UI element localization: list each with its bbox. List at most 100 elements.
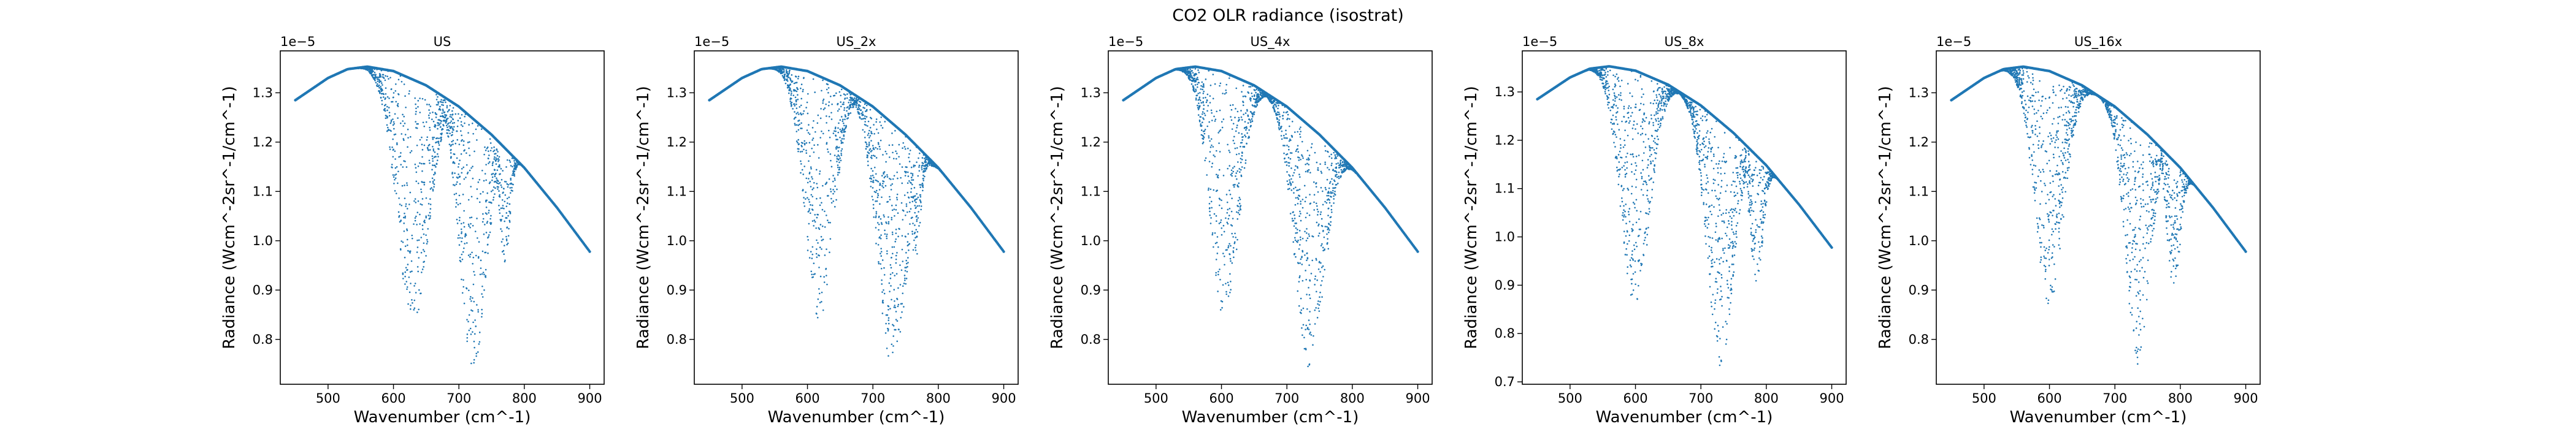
data-point [434, 172, 436, 175]
data-point [493, 196, 495, 199]
data-point [439, 101, 442, 103]
data-point [886, 201, 888, 203]
data-point [408, 90, 410, 92]
data-point [896, 193, 899, 196]
data-point [794, 116, 796, 119]
data-point [921, 185, 924, 187]
data-point [407, 264, 409, 265]
data-point [920, 205, 922, 207]
data-point [401, 204, 403, 207]
data-point [883, 186, 884, 189]
data-point [461, 114, 463, 116]
data-point [786, 80, 789, 82]
x-tick-label: 600 [381, 391, 405, 406]
data-point [908, 156, 910, 159]
data-point [470, 186, 472, 188]
data-point [468, 124, 470, 126]
data-point [475, 352, 478, 355]
y-scale-offset-label: 1e−5 [280, 34, 315, 49]
data-point [495, 172, 497, 175]
data-point [472, 297, 473, 299]
data-point [896, 340, 899, 343]
data-point [807, 112, 809, 115]
data-point [485, 199, 487, 202]
data-point [516, 164, 519, 166]
data-point [911, 233, 914, 235]
data-point [394, 174, 396, 176]
data-point [376, 85, 378, 87]
data-point [458, 244, 461, 246]
data-point [472, 165, 473, 168]
data-point [415, 215, 417, 218]
data-point [810, 270, 813, 273]
data-point [388, 78, 389, 80]
data-point [401, 240, 402, 242]
data-point [904, 277, 906, 279]
data-point [508, 196, 510, 199]
data-point [865, 143, 868, 145]
data-point [415, 107, 417, 110]
data-point [409, 252, 411, 254]
data-point [788, 70, 791, 72]
data-point [799, 106, 801, 108]
data-point [816, 239, 818, 241]
data-point [894, 214, 895, 217]
y-tick-label: 1.2 [253, 135, 273, 150]
data-point [502, 205, 504, 207]
data-point [502, 170, 504, 172]
data-point [818, 292, 821, 295]
data-point [816, 183, 818, 184]
data-point [808, 124, 810, 126]
data-point [388, 97, 390, 99]
data-point [786, 78, 788, 81]
data-point [841, 103, 844, 105]
data-point [858, 104, 861, 107]
data-point [442, 104, 444, 106]
data-point [481, 221, 484, 223]
data-point [437, 104, 439, 106]
data-point [828, 115, 830, 118]
data-point [496, 186, 499, 188]
data-point [394, 178, 396, 181]
data-point [803, 110, 805, 112]
data-point [801, 169, 803, 171]
data-point [425, 234, 427, 236]
data-point [881, 127, 884, 129]
data-point [818, 157, 820, 159]
data-point [378, 74, 381, 77]
data-point [483, 153, 485, 156]
data-point [880, 139, 882, 142]
data-point [902, 209, 904, 211]
data-point [874, 155, 876, 158]
data-point [470, 196, 473, 198]
data-point [494, 187, 496, 189]
data-point [403, 160, 405, 162]
data-point [905, 205, 908, 207]
x-tick-label: 500 [316, 391, 340, 406]
data-point [813, 187, 815, 189]
data-point [484, 146, 486, 148]
data-point [485, 200, 487, 203]
data-point [405, 203, 407, 205]
data-point [440, 137, 442, 140]
data-point [390, 88, 393, 90]
data-point [442, 120, 445, 122]
data-point [480, 267, 482, 269]
data-point [428, 104, 431, 105]
data-point [417, 200, 420, 202]
data-point [828, 178, 830, 180]
data-point [894, 306, 897, 308]
data-point [422, 249, 424, 251]
data-point [856, 101, 857, 103]
data-point [898, 156, 900, 158]
data-point [423, 162, 426, 165]
data-point [374, 80, 376, 82]
data-point [440, 129, 443, 131]
data-point [818, 288, 820, 290]
data-point [452, 177, 454, 178]
data-point [871, 157, 873, 159]
data-point [437, 140, 440, 143]
data-point [480, 259, 482, 262]
data-point [900, 177, 902, 179]
data-point [888, 282, 891, 284]
